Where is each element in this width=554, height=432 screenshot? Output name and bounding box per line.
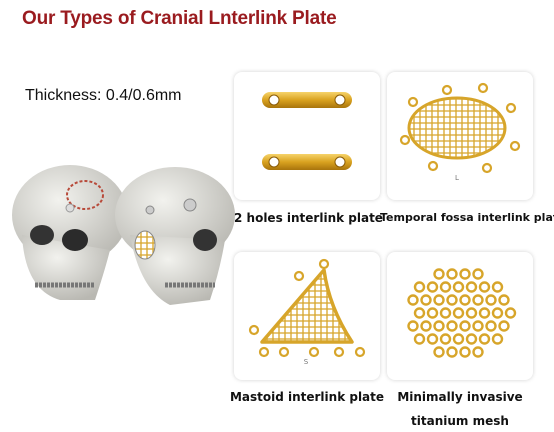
caption-line: titanium mesh	[411, 414, 509, 428]
size-mark: L	[455, 174, 459, 182]
mesh-ring	[504, 307, 517, 319]
mesh-ring	[413, 333, 426, 345]
mesh-ring	[420, 294, 432, 306]
mesh-ring	[478, 307, 491, 319]
mesh-ring	[452, 307, 465, 319]
mesh-ring	[446, 294, 458, 306]
mesh-ring	[485, 320, 497, 332]
mesh-ring	[498, 294, 510, 306]
caption-line: Temporal fossa interlink plate	[380, 211, 554, 224]
mesh-ring	[433, 320, 445, 332]
mesh-ring	[459, 320, 471, 332]
mesh-ring	[472, 294, 484, 306]
mesh-ring	[413, 307, 426, 319]
mesh-ring	[433, 294, 445, 306]
mesh-ring	[452, 281, 465, 293]
product-card	[234, 72, 380, 200]
mesh-ring	[420, 320, 432, 332]
mastoid-plate-image: S	[248, 258, 366, 366]
mesh-ring	[459, 346, 471, 358]
mesh-ring	[433, 346, 445, 358]
temporal-plate-image: L	[399, 82, 521, 182]
mesh-ring	[472, 320, 484, 332]
mesh-ring	[446, 320, 458, 332]
mesh-ring	[426, 307, 439, 319]
product-card	[387, 252, 533, 380]
skull-right	[115, 167, 235, 305]
skull-left	[12, 165, 128, 300]
mesh-ring	[413, 281, 426, 293]
mesh-ring	[485, 294, 497, 306]
mesh-ring	[433, 268, 445, 280]
size-mark: S	[304, 358, 309, 366]
titanium-mesh-image	[407, 268, 517, 358]
mesh-ring	[446, 346, 458, 358]
mesh-ring	[491, 307, 504, 319]
mesh-ring	[459, 268, 471, 280]
mesh-ring	[426, 333, 439, 345]
mesh-ring	[465, 333, 478, 345]
caption-line: Minimally invasive	[397, 390, 523, 404]
mesh-ring	[465, 281, 478, 293]
mesh-ring	[465, 307, 478, 319]
mesh-ring	[439, 281, 452, 293]
product-caption: Minimally invasive titanium mesh	[387, 385, 533, 432]
mesh-ring	[407, 294, 419, 306]
mesh-ring	[446, 268, 458, 280]
mesh-ring	[439, 307, 452, 319]
mesh-ring	[491, 333, 504, 345]
mesh-ring	[491, 281, 504, 293]
mesh-ring	[439, 333, 452, 345]
product-card: S	[234, 252, 380, 380]
mesh-ring	[478, 333, 491, 345]
mesh-ring	[407, 320, 419, 332]
mesh-ring	[459, 294, 471, 306]
mesh-ring	[478, 281, 491, 293]
product-caption: Mastoid interlink plate	[228, 385, 386, 409]
mesh-ring	[452, 333, 465, 345]
mesh-ring	[472, 346, 484, 358]
caption-line: Mastoid interlink plate	[229, 390, 385, 404]
caption-line: 2 holes interlink plate	[234, 211, 383, 225]
two-hole-plate-image	[262, 92, 352, 170]
mesh-ring	[472, 268, 484, 280]
mesh-ring	[498, 320, 510, 332]
mesh-ring	[426, 281, 439, 293]
product-caption: 2 holes interlink plate	[234, 206, 383, 230]
page-title: Our Types of Cranial Lnterlink Plate	[22, 8, 337, 29]
product-caption: Temporal fossa interlink plate	[380, 206, 554, 230]
thickness-label: Thickness: 0.4/0.6mm	[25, 87, 182, 104]
product-card: L	[387, 72, 533, 200]
